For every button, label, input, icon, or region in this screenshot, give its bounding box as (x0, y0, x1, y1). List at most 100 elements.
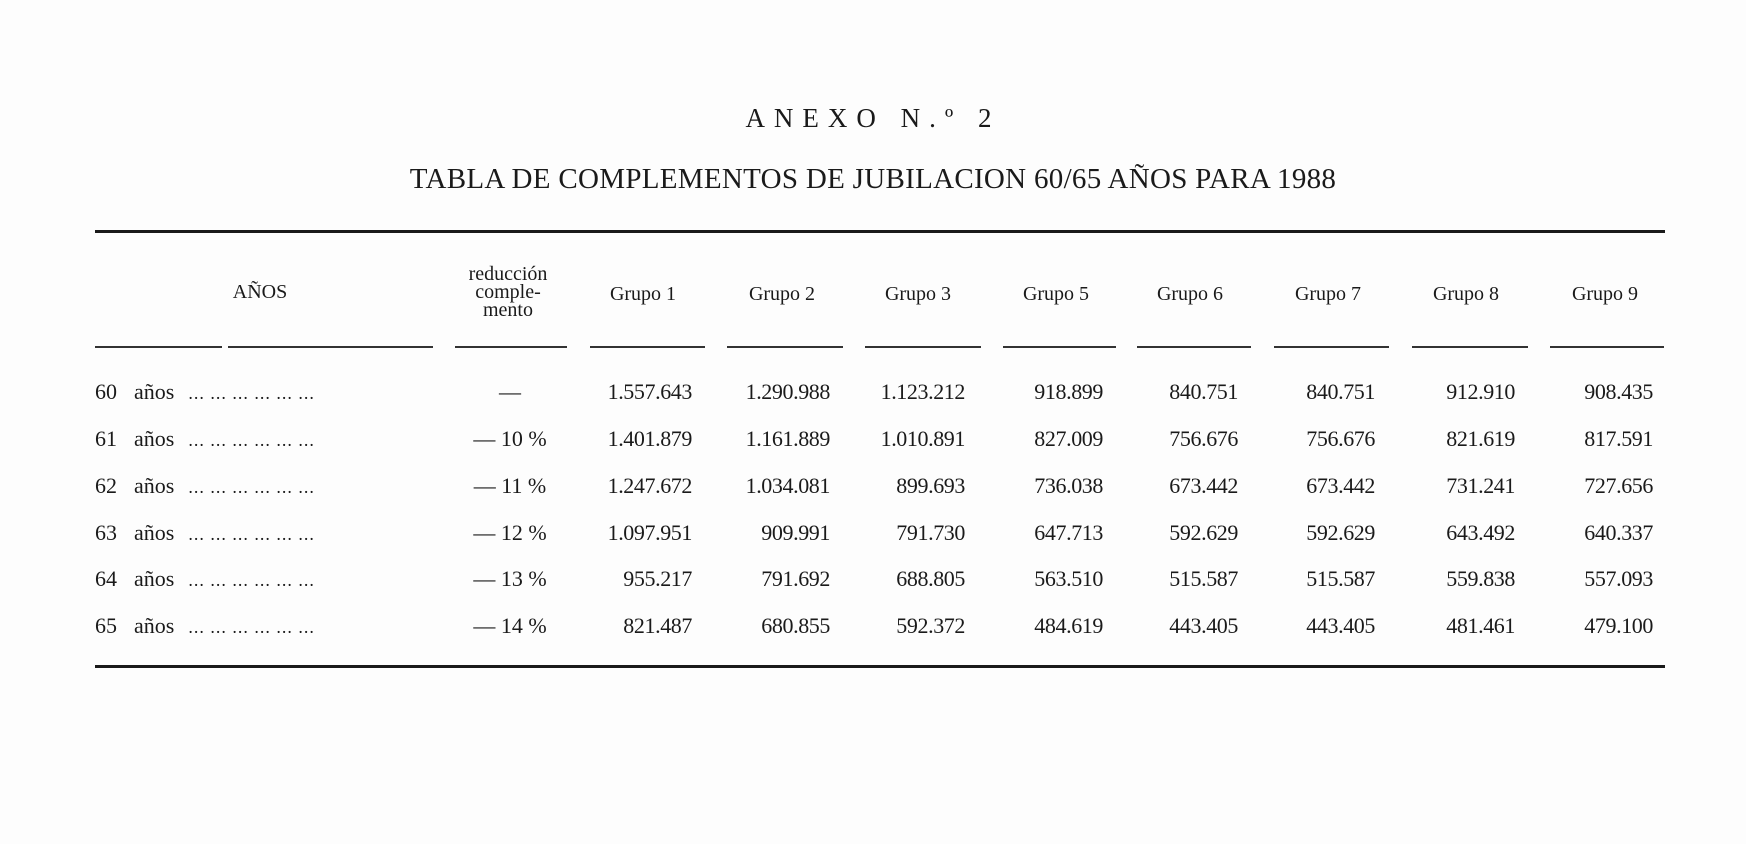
row-value-cell: 1.161.889 (745, 426, 831, 451)
row-reduccion: — 10 % (473, 426, 547, 451)
header-underline (727, 346, 843, 348)
row-value-cell: 643.492 (1446, 520, 1515, 545)
row-leader-dots: ... ... ... ... ... ... (188, 570, 315, 590)
header-grupo: Grupo 2 (748, 283, 816, 305)
table-title: TABLA DE COMPLEMENTOS DE JUBILACION 60/6… (409, 163, 1337, 195)
table-row: 60 años ... ... ... ... ... ... — 1.557.643 1… (0, 379, 1746, 419)
row-value-cell: 918.899 (1034, 379, 1103, 404)
table-row: 65 años ... ... ... ... ... ... — 14 % 821.4… (0, 613, 1746, 653)
row-value-cell: 736.038 (1034, 473, 1103, 498)
row-anio: 60 años ... ... ... ... ... ... (95, 379, 435, 405)
row-anio-number: 62 (95, 473, 117, 498)
header-grupo: Grupo 5 (1022, 283, 1090, 305)
row-leader-dots: ... ... ... ... ... ... (188, 524, 315, 544)
row-anio: 62 años ... ... ... ... ... ... (95, 473, 435, 499)
header-underline (1550, 346, 1664, 348)
row-anio-number: 63 (95, 520, 117, 545)
row-anio-label: años (134, 613, 175, 638)
row-value-cell: 484.619 (1034, 613, 1103, 638)
header-underline (865, 346, 981, 348)
row-value-cell: 791.730 (896, 520, 965, 545)
row-value-cell: 1.010.891 (880, 426, 966, 451)
header-grupo: Grupo 6 (1156, 283, 1224, 305)
row-value-cell: 673.442 (1306, 473, 1375, 498)
row-value-cell: 756.676 (1169, 426, 1238, 451)
row-value-cell: 840.751 (1306, 379, 1375, 404)
row-value-cell: 443.405 (1169, 613, 1238, 638)
row-value-cell: 817.591 (1584, 426, 1653, 451)
row-reduccion: — (499, 379, 521, 404)
row-reduccion: — 12 % (473, 520, 547, 545)
row-value-cell: 515.587 (1306, 566, 1375, 591)
row-anio-label: años (134, 426, 175, 451)
row-value-cell: 827.009 (1034, 426, 1103, 451)
row-leader-dots: ... ... ... ... ... ... (188, 430, 315, 450)
row-value-cell: 1.401.879 (607, 426, 693, 451)
header-grupo: Grupo 9 (1571, 283, 1639, 305)
row-anio-label: años (134, 379, 175, 404)
row-value-cell: 688.805 (896, 566, 965, 591)
row-value-cell: 1.034.081 (745, 473, 831, 498)
row-value-cell: 680.855 (761, 613, 830, 638)
row-value-cell: 647.713 (1034, 520, 1103, 545)
row-value-cell: 791.692 (761, 566, 830, 591)
row-value-cell: 821.487 (623, 613, 692, 638)
header-reduccion-line: mento (483, 299, 533, 321)
row-anio-number: 64 (95, 566, 117, 591)
table-row: 64 años ... ... ... ... ... ... — 13 % 955.2… (0, 566, 1746, 606)
row-reduccion: — 14 % (473, 613, 547, 638)
row-value-cell: 756.676 (1306, 426, 1375, 451)
header-underline (95, 346, 222, 348)
header-underline (590, 346, 705, 348)
table-row: 61 años ... ... ... ... ... ... — 10 % 1.401… (0, 426, 1746, 466)
row-value-cell: 899.693 (896, 473, 965, 498)
row-value-cell: 1.557.643 (607, 379, 693, 404)
row-anio: 63 años ... ... ... ... ... ... (95, 520, 435, 546)
header-anios: AÑOS (232, 281, 288, 303)
header-underline (455, 346, 567, 348)
row-value-cell: 727.656 (1584, 473, 1653, 498)
header-grupo: Grupo 7 (1294, 283, 1362, 305)
row-value-cell: 1.123.212 (880, 379, 966, 404)
row-value-cell: 1.247.672 (607, 473, 693, 498)
row-anio: 64 años ... ... ... ... ... ... (95, 566, 435, 592)
row-value-cell: 559.838 (1446, 566, 1515, 591)
row-anio: 65 años ... ... ... ... ... ... (95, 613, 435, 639)
row-value-cell: 912.910 (1446, 379, 1515, 404)
row-anio-label: años (134, 473, 175, 498)
row-value-cell: 955.217 (623, 566, 692, 591)
row-value-cell: 840.751 (1169, 379, 1238, 404)
row-anio-number: 61 (95, 426, 117, 451)
row-anio-label: años (134, 566, 175, 591)
row-value-cell: 821.619 (1446, 426, 1515, 451)
table-row: 62 años ... ... ... ... ... ... — 11 % 1.247… (0, 473, 1746, 513)
row-value-cell: 592.372 (896, 613, 965, 638)
row-value-cell: 557.093 (1584, 566, 1653, 591)
row-leader-dots: ... ... ... ... ... ... (188, 383, 315, 403)
row-value-cell: 908.435 (1584, 379, 1653, 404)
row-anio-label: años (134, 520, 175, 545)
row-leader-dots: ... ... ... ... ... ... (188, 617, 315, 637)
header-underline (1274, 346, 1389, 348)
table-top-rule (95, 230, 1665, 233)
row-value-cell: 479.100 (1584, 613, 1653, 638)
row-value-cell: 673.442 (1169, 473, 1238, 498)
row-anio-number: 60 (95, 379, 117, 404)
row-value-cell: 592.629 (1169, 520, 1238, 545)
header-reduccion-line: comple- (475, 281, 541, 303)
row-anio: 61 años ... ... ... ... ... ... (95, 426, 435, 452)
header-reduccion: reducción comple- mento (448, 264, 568, 321)
row-value-cell: 592.629 (1306, 520, 1375, 545)
annex-title: ANEXO N.º 2 (745, 103, 1001, 133)
header-underline (1137, 346, 1251, 348)
header-underline (228, 346, 433, 348)
row-anio-number: 65 (95, 613, 117, 638)
row-value-cell: 1.290.988 (745, 379, 831, 404)
header-grupo: Grupo 3 (884, 283, 952, 305)
row-value-cell: 909.991 (761, 520, 830, 545)
table-bottom-rule (95, 665, 1665, 668)
table-row: 63 años ... ... ... ... ... ... — 12 % 1.097… (0, 520, 1746, 560)
row-value-cell: 563.510 (1034, 566, 1103, 591)
row-value-cell: 515.587 (1169, 566, 1238, 591)
